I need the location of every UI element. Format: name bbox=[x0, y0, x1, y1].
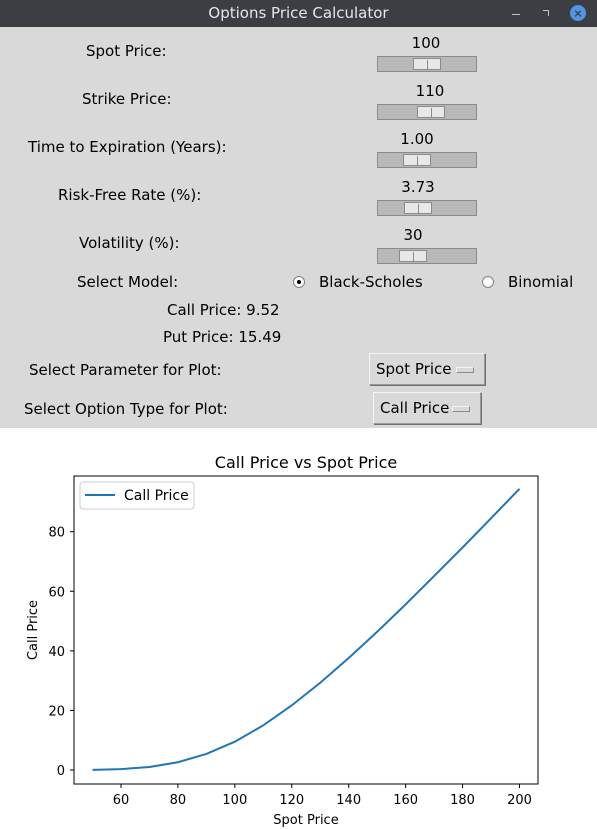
option-type-dropdown[interactable]: Call Price bbox=[373, 392, 481, 424]
spot-price-slider-thumb[interactable] bbox=[413, 58, 441, 70]
x-tick-label: 60 bbox=[113, 793, 130, 808]
expiration-label: Time to Expiration (Years): bbox=[28, 138, 227, 156]
spot-price-slider[interactable] bbox=[377, 56, 477, 72]
x-tick-label: 200 bbox=[507, 793, 532, 808]
minimize-icon[interactable] bbox=[509, 6, 523, 20]
x-tick-label: 180 bbox=[450, 793, 475, 808]
select-model-label: Select Model: bbox=[77, 273, 179, 291]
risk-free-rate-label: Risk-Free Rate (%): bbox=[58, 186, 202, 204]
window-title: Options Price Calculator bbox=[208, 4, 389, 22]
x-tick-label: 100 bbox=[222, 793, 247, 808]
plot-parameter-dropdown[interactable]: Spot Price bbox=[369, 353, 485, 385]
spot-price-label: Spot Price: bbox=[86, 42, 167, 60]
radio-unselected-icon[interactable] bbox=[482, 276, 494, 288]
volatility-slider-thumb[interactable] bbox=[399, 250, 427, 262]
spot-price-value: 100 bbox=[411, 34, 441, 52]
volatility-label: Volatility (%): bbox=[79, 234, 180, 252]
legend-box bbox=[79, 481, 195, 510]
maximize-icon[interactable] bbox=[539, 6, 553, 20]
x-tick-label: 80 bbox=[170, 793, 187, 808]
model-option-label: Black-Scholes bbox=[319, 273, 423, 291]
risk-free-rate-value: 3.73 bbox=[401, 178, 435, 196]
model-radio-binomial[interactable]: Binomial bbox=[482, 273, 573, 291]
y-tick-label: 80 bbox=[48, 526, 65, 541]
legend-label: Call Price bbox=[124, 488, 189, 504]
strike-price-slider-thumb[interactable] bbox=[416, 106, 445, 118]
risk-free-rate-slider[interactable] bbox=[377, 200, 477, 216]
controls-panel: Spot Price: 100 Strike Price: 110 Time t… bbox=[0, 27, 597, 428]
plot-parameter-label: Select Parameter for Plot: bbox=[29, 361, 222, 379]
y-tick-label: 60 bbox=[48, 585, 65, 600]
put-price-result: Put Price: 15.49 bbox=[163, 328, 282, 346]
series-line-call-price bbox=[92, 488, 521, 771]
dropdown-indicator-icon bbox=[456, 367, 474, 373]
chart-title: Call Price vs Spot Price bbox=[215, 453, 397, 472]
x-tick-label: 120 bbox=[279, 793, 304, 808]
y-axis-label: Call Price bbox=[26, 600, 41, 660]
x-axis-label: Spot Price bbox=[273, 813, 338, 828]
price-chart: 60 80 100 120 140 160 180 200 0 20 40 60 80 Call Pric… bbox=[26, 453, 539, 828]
title-bar: Options Price Calculator bbox=[0, 0, 597, 27]
option-type-label: Select Option Type for Plot: bbox=[24, 400, 228, 418]
model-radio-black-scholes[interactable]: Black-Scholes bbox=[293, 273, 423, 291]
model-option-label: Binomial bbox=[508, 273, 574, 291]
expiration-value: 1.00 bbox=[400, 130, 434, 148]
plot-frame bbox=[73, 475, 539, 785]
x-tick-label: 160 bbox=[393, 793, 418, 808]
strike-price-value: 110 bbox=[415, 82, 445, 100]
risk-free-rate-slider-thumb[interactable] bbox=[403, 202, 432, 214]
y-tick-label: 0 bbox=[57, 764, 65, 779]
dropdown-indicator-icon bbox=[452, 406, 470, 412]
expiration-slider[interactable] bbox=[377, 152, 477, 168]
plot-parameter-selected: Spot Price bbox=[376, 360, 452, 378]
volatility-slider[interactable] bbox=[377, 248, 477, 264]
strike-price-label: Strike Price: bbox=[82, 90, 172, 108]
close-icon[interactable] bbox=[570, 5, 586, 21]
radio-selected-icon[interactable] bbox=[293, 276, 305, 288]
option-type-selected: Call Price bbox=[380, 399, 450, 417]
y-tick-label: 20 bbox=[48, 704, 65, 719]
strike-price-slider[interactable] bbox=[377, 104, 477, 120]
volatility-value: 30 bbox=[403, 226, 423, 244]
y-tick-label: 40 bbox=[48, 645, 65, 660]
x-tick-label: 140 bbox=[336, 793, 361, 808]
plot-area: 60 80 100 120 140 160 180 200 0 20 40 60 80 Call Pric… bbox=[0, 428, 597, 829]
expiration-slider-thumb[interactable] bbox=[402, 154, 431, 166]
call-price-result: Call Price: 9.52 bbox=[167, 301, 280, 319]
